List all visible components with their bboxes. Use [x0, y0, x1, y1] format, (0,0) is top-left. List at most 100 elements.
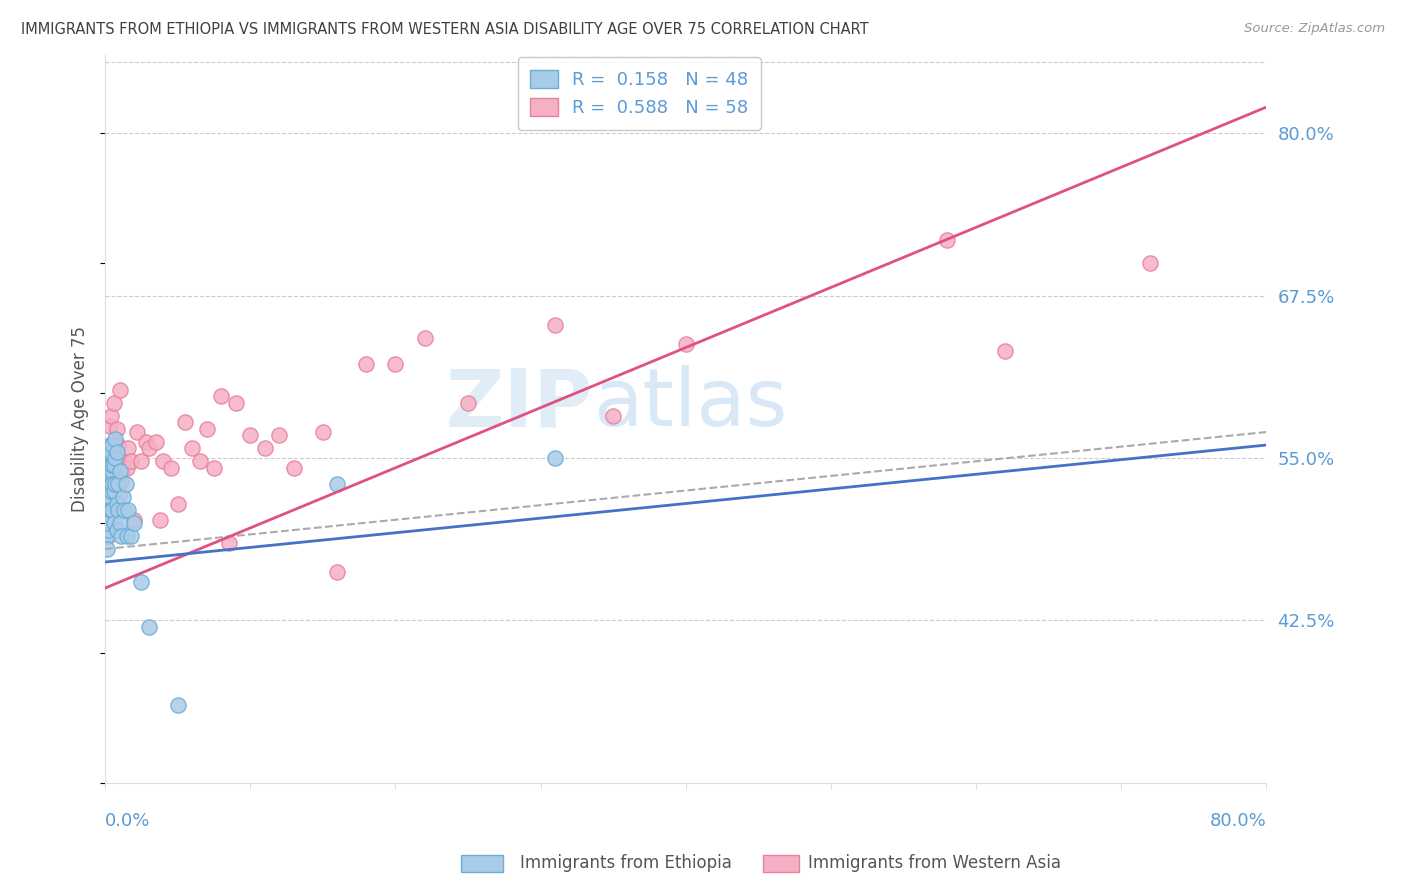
Point	[110, 475, 132, 489]
Point	[209, 389, 232, 403]
Point	[101, 477, 124, 491]
Point	[117, 503, 139, 517]
Point	[98, 458, 121, 472]
Point	[122, 516, 145, 530]
Point	[312, 425, 335, 439]
Point	[103, 458, 125, 472]
Point	[413, 331, 436, 345]
Point	[131, 574, 153, 589]
Point	[122, 513, 145, 527]
Point	[166, 698, 188, 712]
Point	[107, 477, 129, 491]
Point	[97, 444, 120, 458]
Point	[131, 453, 153, 467]
Point	[145, 435, 167, 450]
Point	[108, 516, 131, 530]
Point	[100, 483, 122, 498]
Point	[166, 496, 188, 510]
Point	[135, 435, 157, 450]
Point	[356, 358, 378, 372]
Point	[105, 422, 128, 436]
Point	[103, 516, 125, 530]
Point	[97, 516, 120, 530]
Point	[112, 453, 135, 467]
Point	[936, 233, 959, 247]
Point	[104, 432, 127, 446]
Point	[544, 318, 567, 333]
Point	[103, 483, 125, 498]
Point	[101, 464, 124, 478]
Point	[544, 450, 567, 465]
Point	[110, 529, 132, 543]
Point	[98, 464, 121, 478]
Point	[97, 490, 120, 504]
Point	[101, 449, 124, 463]
Point	[97, 523, 120, 537]
Point	[225, 396, 247, 410]
Point	[103, 461, 125, 475]
Point	[457, 396, 479, 410]
Point	[117, 441, 139, 455]
Point	[104, 444, 127, 458]
Text: Immigrants from Western Asia: Immigrants from Western Asia	[808, 855, 1062, 872]
Point	[105, 453, 128, 467]
Point	[98, 438, 121, 452]
Y-axis label: Disability Age Over 75: Disability Age Over 75	[72, 326, 89, 512]
Point	[112, 503, 135, 517]
Point	[103, 396, 125, 410]
Point	[149, 513, 172, 527]
Point	[97, 509, 120, 524]
Point	[104, 477, 127, 491]
Point	[283, 461, 305, 475]
Point	[138, 441, 160, 455]
Point	[108, 464, 131, 478]
Text: 80.0%: 80.0%	[1209, 812, 1267, 830]
Text: Immigrants from Ethiopia: Immigrants from Ethiopia	[520, 855, 733, 872]
Point	[98, 470, 121, 484]
Point	[101, 438, 124, 452]
Point	[96, 503, 118, 517]
Point	[159, 461, 181, 475]
Point	[101, 503, 124, 517]
Point	[1139, 256, 1161, 270]
Point	[98, 418, 121, 433]
Point	[101, 467, 124, 481]
Text: Source: ZipAtlas.com: Source: ZipAtlas.com	[1244, 22, 1385, 36]
Point	[269, 427, 291, 442]
Point	[120, 529, 142, 543]
Point	[602, 409, 624, 424]
Text: 0.0%: 0.0%	[105, 812, 150, 830]
Point	[115, 529, 138, 543]
Point	[98, 444, 121, 458]
Point	[326, 477, 349, 491]
Point	[188, 453, 211, 467]
Point	[101, 458, 124, 472]
Point	[181, 441, 204, 455]
Point	[120, 453, 142, 467]
Point	[105, 496, 128, 510]
Point	[104, 453, 127, 467]
Point	[105, 444, 128, 458]
Text: atlas: atlas	[593, 366, 787, 443]
Legend: R =  0.158   N = 48, R =  0.588   N = 58: R = 0.158 N = 48, R = 0.588 N = 58	[517, 57, 761, 130]
Point	[108, 487, 131, 501]
Point	[127, 425, 149, 439]
Point	[174, 415, 197, 429]
Point	[384, 358, 406, 372]
Point	[100, 477, 122, 491]
Point	[138, 620, 160, 634]
Point	[100, 453, 122, 467]
Point	[105, 523, 128, 537]
Point	[100, 444, 122, 458]
Text: ZIP: ZIP	[446, 366, 593, 443]
Point	[96, 529, 118, 543]
Point	[97, 529, 120, 543]
Point	[202, 461, 225, 475]
Point	[115, 461, 138, 475]
Point	[100, 503, 122, 517]
Point	[326, 566, 349, 580]
Point	[994, 344, 1017, 359]
Point	[114, 477, 136, 491]
Point	[111, 490, 134, 504]
Point	[152, 453, 174, 467]
